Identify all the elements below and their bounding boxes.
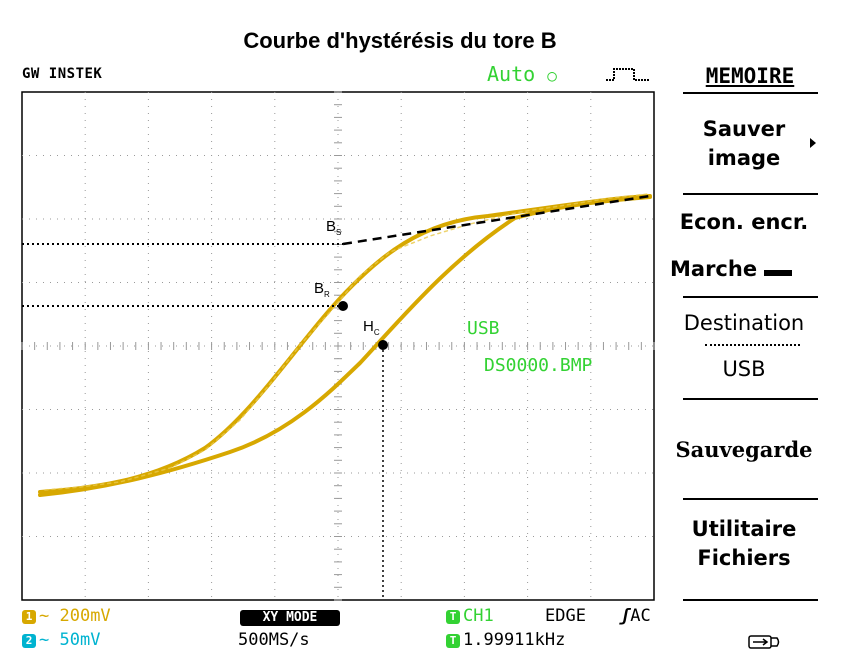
ink-saver-toggle[interactable]: Marche — [670, 255, 830, 284]
file-overlay: DS0000.BMP — [484, 355, 593, 376]
bs-label: BS — [326, 218, 342, 237]
br-label: BR — [314, 280, 330, 299]
usb-icon — [748, 635, 780, 649]
ink-saver-label: Econ. encr. — [679, 210, 809, 234]
pulse-icon — [606, 68, 650, 81]
sample-rate: 500MS/s — [238, 630, 310, 650]
frequency-readout: T 1.99911kHz — [446, 630, 565, 650]
xy-mode-badge: XY MODE — [240, 610, 340, 626]
trigger-type: EDGE — [545, 606, 586, 626]
frequency-icon: T — [446, 634, 460, 648]
trigger-source: T CH1 — [446, 606, 494, 626]
menu-separator — [683, 599, 818, 601]
menu-separator — [705, 344, 800, 346]
upper-branch — [38, 194, 652, 494]
construction-lines — [22, 194, 651, 600]
hysteresis-trace — [38, 193, 652, 497]
save-image-button[interactable]: Sauver image — [702, 117, 786, 170]
destination-value[interactable]: USB — [722, 357, 766, 381]
menu-separator — [683, 296, 818, 298]
figure-caption: Courbe d'hystérésis du tore B — [243, 28, 557, 53]
menu-separator — [683, 398, 818, 400]
rising-edge-icon: ʃ — [620, 606, 631, 626]
trigger-icon: T — [446, 610, 460, 624]
trigger-coupling: ʃAC — [620, 606, 651, 626]
toggle-on-icon — [764, 270, 793, 276]
trigger-mode-label: Auto — [487, 62, 536, 86]
submenu-arrow-icon — [810, 138, 816, 148]
menu-separator — [683, 92, 818, 94]
storage-overlay: USB — [467, 318, 500, 339]
br-point — [338, 301, 348, 311]
file-utilities-button[interactable]: Utilitaire Fichiers — [691, 517, 797, 570]
brand-logo: GW INSTEK — [22, 66, 103, 82]
ch1-scale: 1 ~ 200mV — [22, 606, 111, 626]
trace-noise — [44, 193, 649, 491]
hc-label: HC — [363, 318, 380, 337]
ch1-icon: 1 — [22, 610, 36, 624]
menu-separator — [683, 193, 818, 195]
hc-point — [378, 340, 388, 350]
ch2-scale: 2 ~ 50mV — [22, 630, 100, 650]
ch2-icon: 2 — [22, 634, 36, 648]
trigger-mode-indicator: Auto ○ — [487, 62, 557, 86]
save-button[interactable]: Sauvegarde — [675, 437, 813, 462]
trigger-status-icon: ○ — [547, 66, 557, 85]
lower-branch — [38, 195, 652, 497]
menu-separator — [683, 498, 818, 500]
graticule — [21, 91, 655, 601]
menu-title: MEMOIRE — [705, 64, 795, 88]
destination-label: Destination — [683, 311, 805, 335]
saturation-asymptote — [342, 194, 651, 246]
